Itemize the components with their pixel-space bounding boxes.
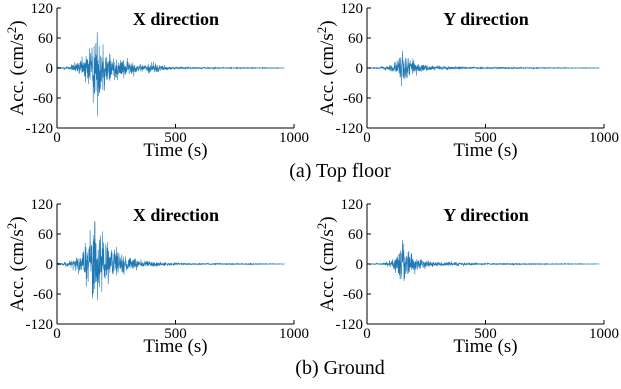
- x-tick-label: 1000: [589, 326, 619, 342]
- acceleration-trace: [56, 31, 285, 117]
- x-tick-label: 500: [474, 130, 497, 146]
- y-tick-label: -60: [343, 287, 363, 303]
- panel-title: Y direction: [443, 205, 529, 225]
- y-tick-label: 60: [348, 31, 363, 47]
- y-axis-label: Acc. (cm/s2): [314, 20, 338, 115]
- x-tick-label: 0: [53, 130, 61, 146]
- panel-title: Y direction: [443, 9, 529, 29]
- acceleration-trace: [366, 50, 600, 87]
- acceleration-trace: [56, 221, 285, 300]
- acceleration-trace: [366, 240, 600, 282]
- x-tick-label: 500: [164, 326, 187, 342]
- x-tick-label: 500: [474, 326, 497, 342]
- y-tick-label: -120: [336, 121, 364, 137]
- x-tick-label: 1000: [279, 326, 309, 342]
- x-tick-label: 0: [363, 326, 371, 342]
- x-axis-label: Time (s): [143, 336, 207, 357]
- x-tick-label: 500: [164, 130, 187, 146]
- y-tick-label: 0: [46, 257, 54, 273]
- y-tick-label: -60: [343, 91, 363, 107]
- x-tick-label: 0: [53, 326, 61, 342]
- y-tick-label: 0: [46, 61, 54, 77]
- x-axis-label: Time (s): [453, 336, 517, 357]
- y-tick-label: 120: [31, 1, 54, 17]
- x-axis-label: Time (s): [143, 140, 207, 161]
- y-axis-label: Acc. (cm/s2): [4, 216, 28, 311]
- y-tick-label: 60: [38, 31, 53, 47]
- y-tick-label: -120: [26, 317, 54, 333]
- panel-title: X direction: [133, 205, 219, 225]
- y-axis-label: Acc. (cm/s2): [314, 216, 338, 311]
- y-tick-label: 120: [31, 197, 54, 213]
- x-tick-label: 1000: [589, 130, 619, 146]
- y-tick-label: -60: [33, 91, 53, 107]
- x-tick-label: 1000: [279, 130, 309, 146]
- x-axis-label: Time (s): [453, 140, 517, 161]
- panel-title: X direction: [133, 9, 219, 29]
- caption-ground: (b) Ground: [295, 357, 384, 379]
- y-tick-label: 120: [341, 1, 364, 17]
- y-tick-label: 120: [341, 197, 364, 213]
- y-axis-label: Acc. (cm/s2): [4, 20, 28, 115]
- y-tick-label: 60: [38, 227, 53, 243]
- y-tick-label: 0: [356, 61, 364, 77]
- y-tick-label: -120: [26, 121, 54, 137]
- caption-top-floor: (a) Top floor: [289, 160, 391, 182]
- y-tick-label: -120: [336, 317, 364, 333]
- y-tick-label: 60: [348, 227, 363, 243]
- x-tick-label: 0: [363, 130, 371, 146]
- y-tick-label: 0: [356, 257, 364, 273]
- y-tick-label: -60: [33, 287, 53, 303]
